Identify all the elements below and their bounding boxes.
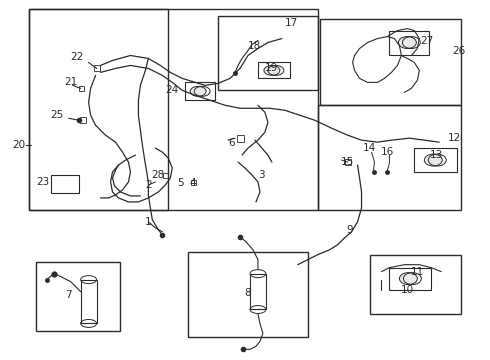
Text: 23: 23 [36,177,49,187]
Text: 7: 7 [65,289,72,300]
Text: 1: 1 [145,217,152,227]
Ellipse shape [264,66,280,75]
Text: 12: 12 [447,133,461,143]
Text: 27: 27 [421,36,434,46]
Text: 3: 3 [259,170,265,180]
Bar [36,262,121,332]
Bar [94,66,99,71]
Ellipse shape [424,154,442,166]
Bar [237,135,244,141]
Bar [191,180,196,185]
Bar [29,9,318,210]
Bar [79,86,84,91]
Bar [80,117,86,123]
Text: 8: 8 [245,288,251,298]
Text: 6: 6 [229,138,235,148]
Bar [390,31,429,55]
Text: 21: 21 [64,77,77,87]
Bar [415,148,457,172]
Text: 14: 14 [363,143,376,153]
Text: 17: 17 [285,18,298,28]
Bar [29,9,168,210]
Bar [319,19,461,105]
Bar [369,255,461,315]
Bar [81,280,97,323]
Bar [188,252,308,337]
Text: 10: 10 [401,284,414,294]
Text: 26: 26 [453,45,466,55]
Bar [250,274,266,310]
Text: 2: 2 [145,180,152,190]
Text: 15: 15 [341,157,354,167]
Text: 16: 16 [381,147,394,157]
Ellipse shape [398,37,416,49]
Bar [163,172,168,177]
Text: 24: 24 [166,85,179,95]
Text: 11: 11 [411,267,424,276]
Bar [258,62,290,78]
Text: 19: 19 [265,63,278,73]
Text: 25: 25 [50,110,63,120]
Text: 22: 22 [70,53,83,63]
Bar [51,175,78,193]
Text: 20: 20 [12,140,25,150]
Bar [344,159,350,165]
Ellipse shape [190,86,206,96]
Bar [185,82,215,100]
Ellipse shape [399,273,417,285]
Text: 4: 4 [190,178,196,188]
Bar [390,268,431,289]
Text: 13: 13 [430,150,443,160]
Text: 18: 18 [247,41,261,50]
Text: 28: 28 [152,170,165,180]
Text: 9: 9 [346,225,353,235]
Text: 5: 5 [177,178,184,188]
Bar [218,15,318,90]
Bar [318,105,461,210]
